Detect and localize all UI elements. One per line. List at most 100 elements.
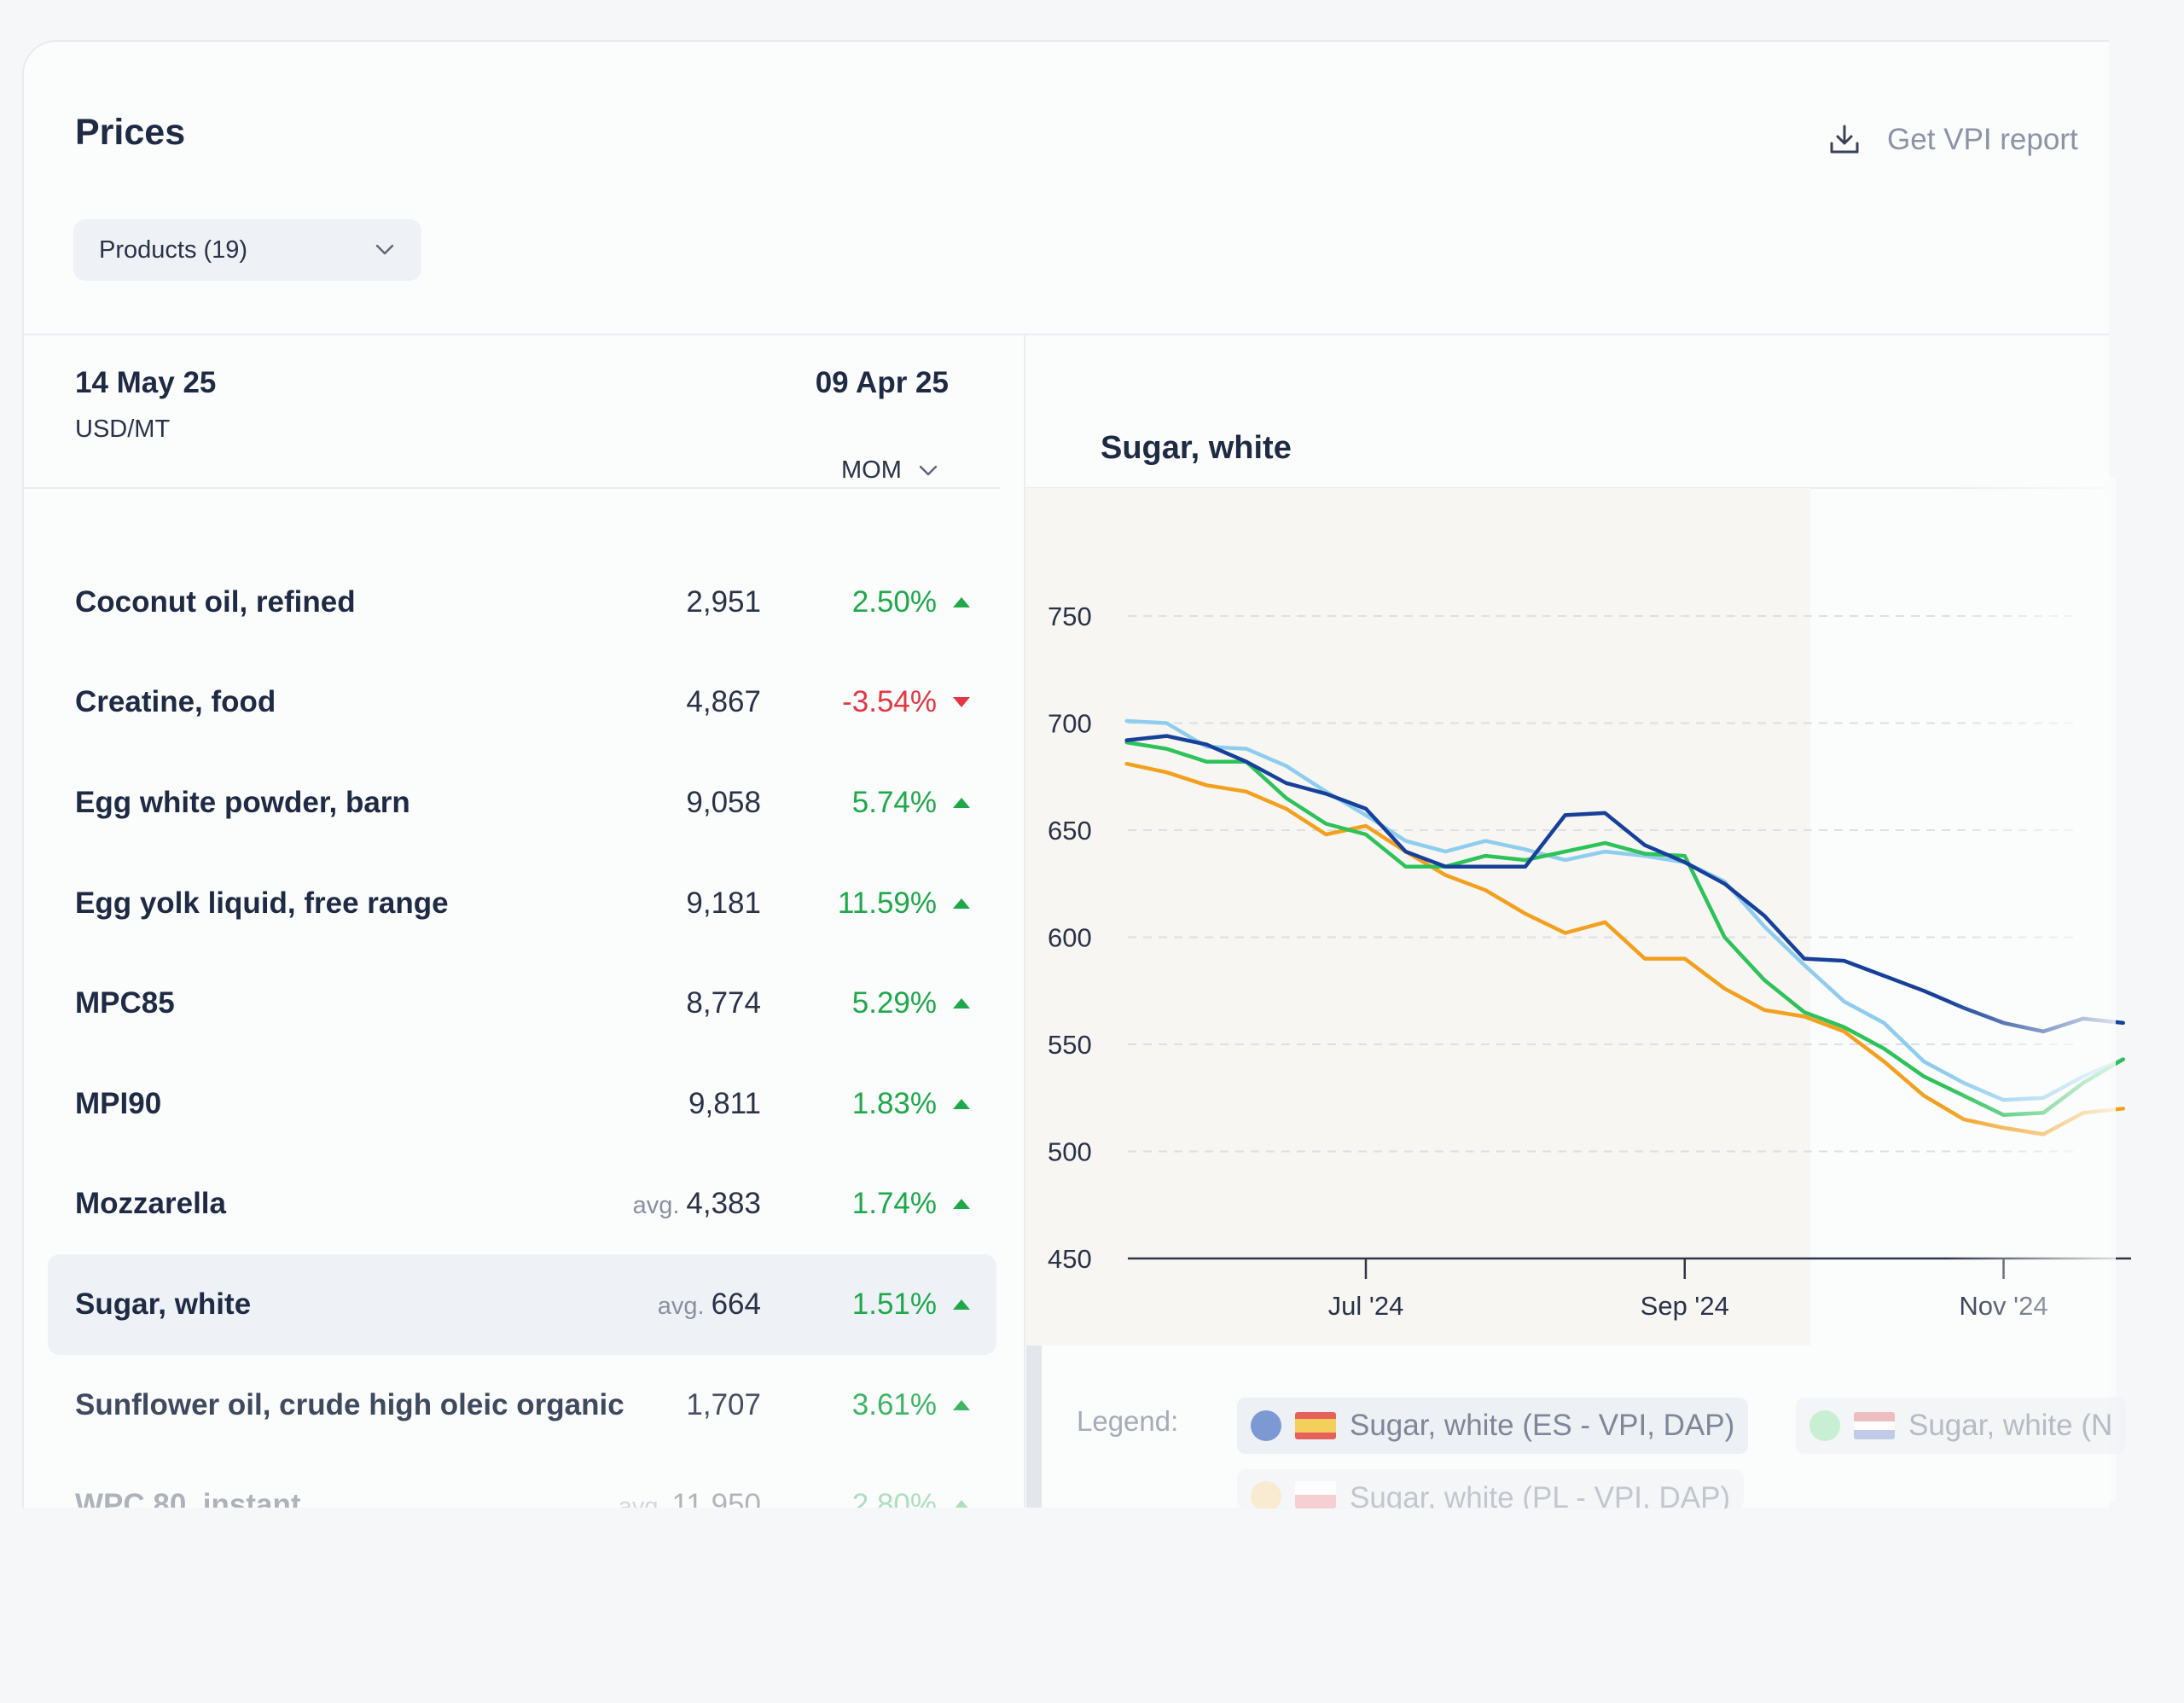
y-tick-label: 550 bbox=[1048, 1030, 1092, 1060]
x-tick-label: Jul '24 bbox=[1328, 1291, 1404, 1321]
price-value: 9,181 bbox=[686, 886, 761, 920]
price-change: 2.50% bbox=[851, 584, 937, 619]
compare-mode-select[interactable]: MOM bbox=[841, 456, 938, 485]
product-row[interactable]: Sugar, white avg. 664 1.51% bbox=[48, 1254, 996, 1355]
get-vpi-report-button[interactable]: Get VPI report bbox=[1827, 114, 2109, 166]
price-value: 8,774 bbox=[686, 986, 761, 1020]
legend-item-pl[interactable]: Sugar, white (PL - VPI, DAP) bbox=[1237, 1469, 1745, 1508]
price-change: 2.80% bbox=[851, 1488, 937, 1508]
triangle-down-icon bbox=[953, 697, 970, 708]
product-price: 9,181 bbox=[686, 886, 761, 921]
price-value: 664 bbox=[711, 1287, 761, 1321]
page-title: Prices bbox=[75, 112, 186, 153]
chart-title: Sugar, white bbox=[1101, 430, 1292, 466]
y-tick-label: 650 bbox=[1048, 816, 1092, 846]
product-name: WPC 80, instant bbox=[75, 1488, 301, 1508]
legend-item-es[interactable]: Sugar, white (ES - VPI, DAP) bbox=[1237, 1398, 1749, 1454]
table-header-divider bbox=[24, 487, 1000, 489]
chevron-down-icon bbox=[375, 244, 394, 255]
y-tick-label: 750 bbox=[1048, 602, 1092, 631]
triangle-up-icon bbox=[953, 1299, 970, 1310]
price-value: 2,951 bbox=[686, 584, 761, 619]
triangle-up-icon bbox=[953, 1399, 970, 1410]
netherlands-flag-icon bbox=[1854, 1412, 1895, 1439]
x-tick-label: Sep '24 bbox=[1641, 1291, 1729, 1321]
products-dropdown-label: Products (19) bbox=[99, 235, 248, 264]
price-chart[interactable]: 750 700 650 600 550 500 450 Jul '24 Sep '24 Nov '… bbox=[1025, 488, 2131, 1358]
legend-item-label: Sugar, white (N bbox=[1908, 1409, 2113, 1442]
download-icon bbox=[1830, 125, 1859, 154]
series-line[interactable] bbox=[1124, 740, 2125, 1118]
price-value: 11,950 bbox=[671, 1488, 761, 1508]
price-value: 4,867 bbox=[686, 685, 761, 719]
series-line[interactable] bbox=[1124, 734, 2125, 1034]
avg-prefix: avg. bbox=[657, 1292, 705, 1320]
compare-mode-label: MOM bbox=[841, 456, 902, 484]
y-tick-label: 700 bbox=[1048, 709, 1092, 739]
legend-dot bbox=[1251, 1481, 1281, 1508]
product-row[interactable]: MPC85 8,774 5.29% bbox=[48, 953, 996, 1054]
product-name: Coconut oil, refined bbox=[75, 584, 356, 619]
triangle-up-icon bbox=[953, 1199, 970, 1210]
product-row[interactable]: Egg white powder, barn 9,058 5.74% bbox=[48, 753, 996, 853]
product-name: MPI90 bbox=[75, 1086, 162, 1120]
product-price: 4,867 bbox=[686, 685, 761, 719]
product-name: Sugar, white bbox=[75, 1287, 252, 1321]
price-change: 11.59% bbox=[837, 886, 937, 920]
product-name: Mozzarella bbox=[75, 1187, 226, 1221]
price-change: 1.83% bbox=[851, 1086, 937, 1120]
legend-dot bbox=[1809, 1410, 1840, 1441]
product-row[interactable]: Sunflower oil, crude high oleic organic 1… bbox=[48, 1355, 996, 1456]
product-price: 1,707 bbox=[686, 1388, 761, 1422]
chevron-down-icon bbox=[919, 465, 938, 475]
y-tick-label: 450 bbox=[1048, 1244, 1092, 1274]
triangle-up-icon bbox=[955, 1500, 968, 1508]
product-price: 9,811 bbox=[688, 1087, 761, 1121]
chart-highlight-area bbox=[1025, 488, 1810, 1346]
triangle-up-icon bbox=[953, 596, 970, 607]
current-date: 14 May 25 bbox=[75, 366, 217, 399]
product-price: avg. 11,950 bbox=[619, 1488, 761, 1508]
product-row[interactable]: Coconut oil, refined 2,951 2.50% bbox=[48, 552, 996, 653]
triangle-up-icon bbox=[953, 797, 970, 808]
product-name: Egg white powder, barn bbox=[75, 785, 410, 819]
product-row[interactable]: Creatine, food 4,867 -3.54% bbox=[48, 653, 996, 753]
series-line[interactable] bbox=[1124, 761, 2125, 1136]
products-dropdown[interactable]: Products (19) bbox=[73, 219, 421, 281]
legend-dot bbox=[1251, 1410, 1281, 1441]
triangle-up-icon bbox=[953, 998, 970, 1009]
get-vpi-report-label: Get VPI report bbox=[1887, 123, 2078, 156]
price-change: 3.61% bbox=[851, 1387, 937, 1421]
product-row[interactable]: WPC 80, instant avg. 11,950 2.80% bbox=[48, 1455, 996, 1508]
product-price: avg. 4,383 bbox=[633, 1187, 761, 1221]
y-tick-label: 600 bbox=[1048, 923, 1092, 953]
price-value: 9,811 bbox=[688, 1086, 761, 1120]
price-change: 1.74% bbox=[851, 1187, 937, 1221]
header-divider bbox=[24, 334, 2109, 335]
compare-date: 09 Apr 25 bbox=[815, 366, 949, 399]
legend-item-label: Sugar, white (ES - VPI, DAP) bbox=[1350, 1409, 1735, 1442]
price-value: 1,707 bbox=[686, 1387, 761, 1421]
panel-divider bbox=[1024, 334, 1025, 1508]
legend-item-nl[interactable]: Sugar, white (N bbox=[1796, 1398, 2127, 1454]
price-change: -3.54% bbox=[842, 685, 937, 719]
poland-flag-icon bbox=[1295, 1481, 1336, 1508]
product-name: Egg yolk liquid, free range bbox=[75, 886, 449, 920]
x-tick-label: Nov '24 bbox=[1959, 1291, 2048, 1321]
product-row[interactable]: Mozzarella avg. 4,383 1.74% bbox=[48, 1154, 996, 1255]
product-name: MPC85 bbox=[75, 986, 175, 1020]
product-price: avg. 664 bbox=[658, 1287, 761, 1322]
legend-label: Legend: bbox=[1077, 1405, 1179, 1437]
product-row[interactable]: Egg yolk liquid, free range 9,181 11.59% bbox=[48, 853, 996, 954]
avg-prefix: avg. bbox=[632, 1192, 680, 1220]
triangle-up-icon bbox=[953, 898, 970, 909]
price-unit: USD/MT bbox=[75, 416, 171, 443]
price-change: 1.51% bbox=[851, 1287, 937, 1321]
product-price: 2,951 bbox=[686, 585, 761, 619]
price-value: 4,383 bbox=[686, 1187, 761, 1221]
triangle-up-icon bbox=[953, 1098, 970, 1109]
price-change: 5.29% bbox=[851, 986, 937, 1020]
product-row[interactable]: MPI90 9,811 1.83% bbox=[48, 1054, 996, 1154]
product-name: Creatine, food bbox=[75, 685, 276, 719]
legend-item-label: Sugar, white (PL - VPI, DAP) bbox=[1350, 1481, 1731, 1508]
